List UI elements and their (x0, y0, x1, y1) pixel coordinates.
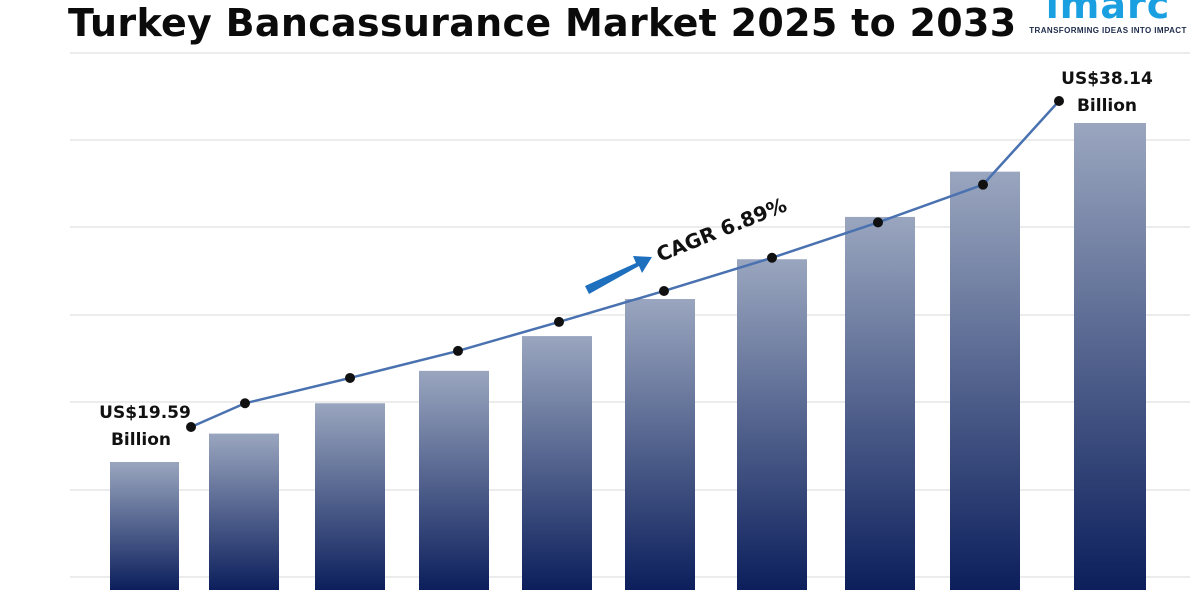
bar-2028 (419, 370, 489, 590)
trend-point-2032 (873, 217, 883, 228)
imarc-logo: imarc TRANSFORMING IDEAS INTO IMPACT (1024, 0, 1192, 35)
bar-2033 (950, 171, 1020, 590)
trend-point-2029 (554, 316, 564, 327)
logo-wordmark: imarc (1045, 0, 1171, 27)
logo-tagline: TRANSFORMING IDEAS INTO IMPACT (1029, 26, 1187, 35)
trend-point-2027 (345, 372, 355, 383)
trend-point-2033 (978, 179, 988, 190)
page-title: Turkey Bancassurance Market 2025 to 2033 (68, 1, 1017, 45)
bar-2029 (522, 336, 592, 590)
bar-2031 (737, 259, 807, 590)
bar-2027 (315, 403, 385, 590)
end-value-label: US$38.14 (1061, 69, 1153, 89)
trend-point-2034 (1054, 96, 1064, 106)
start-unit-label: Billion (111, 430, 171, 450)
trend-line-group (186, 96, 1064, 432)
trend-point-2031 (767, 252, 777, 263)
trend-point-2028 (453, 345, 463, 356)
bar-2026 (209, 433, 279, 590)
bars (110, 123, 1146, 591)
bar-2034 (1074, 123, 1146, 590)
trend-point-2030 (659, 285, 669, 296)
end-unit-label: Billion (1077, 96, 1137, 116)
cagr-arrow-icon (585, 256, 652, 294)
trend-point-2025 (186, 422, 196, 432)
bar-2030 (625, 299, 695, 590)
bar-2032 (845, 216, 915, 591)
trend-point-2026 (240, 398, 250, 409)
trend-line (190, 100, 1060, 429)
start-value-label: US$19.59 (99, 403, 191, 423)
bar-2025 (110, 462, 179, 590)
